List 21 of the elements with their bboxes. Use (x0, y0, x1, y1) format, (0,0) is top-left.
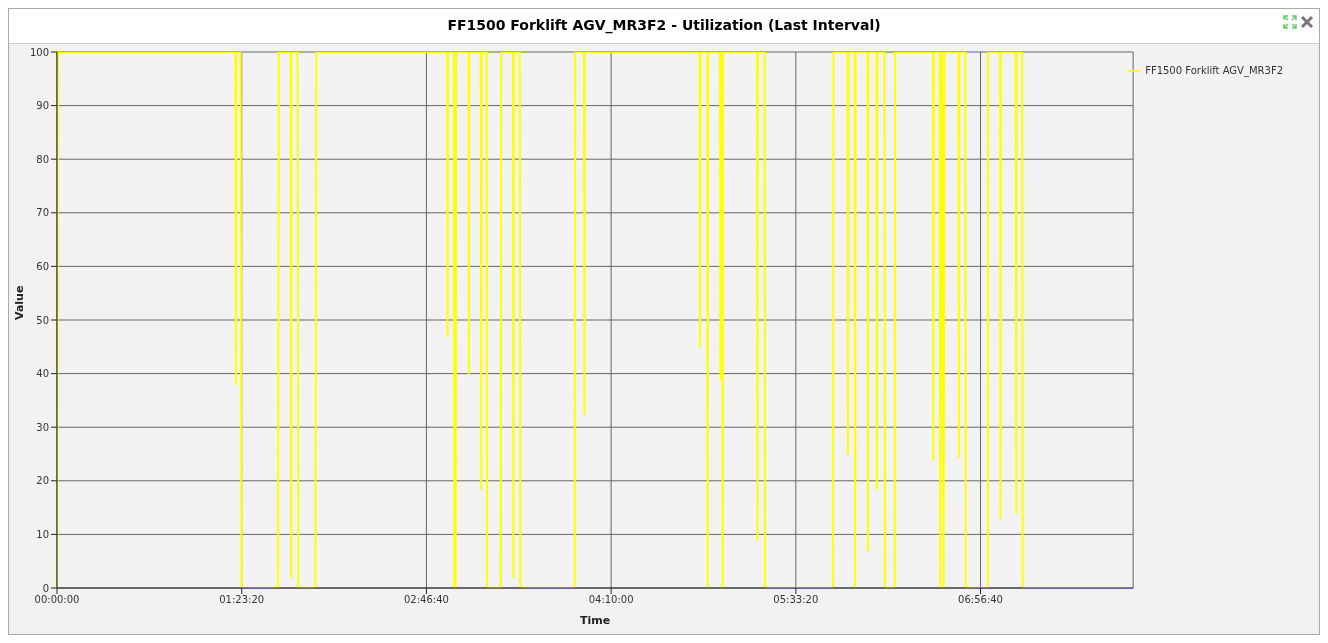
y-tick-label: 90 (36, 100, 49, 112)
y-tick-label: 60 (36, 260, 49, 272)
y-tick-label: 100 (29, 46, 49, 58)
x-tick-label: 00:00:00 (34, 594, 80, 606)
chart-title: FF1500 Forklift AGV_MR3F2 - Utilization (Last Interval) (9, 9, 1319, 44)
y-tick-label: 70 (36, 207, 49, 219)
x-axis-title: Time (579, 614, 611, 627)
x-tick-label: 04:10:00 (588, 594, 634, 606)
y-tick-label: 20 (36, 475, 49, 487)
x-tick-label: 05:33:20 (773, 594, 819, 606)
x-tick-label: 01:23:20 (219, 594, 265, 606)
y-tick-label: 30 (36, 421, 49, 433)
y-tick-label: 80 (36, 153, 49, 165)
y-axis-title: Value (12, 285, 26, 320)
y-tick-label: 10 (36, 528, 49, 540)
x-tick-label: 02:46:40 (403, 594, 449, 606)
y-tick-label: 40 (36, 368, 49, 380)
y-tick-label: 0 (42, 582, 49, 594)
y-tick-label: 50 (36, 314, 49, 326)
x-tick-label: 06:56:40 (958, 594, 1003, 606)
legend-label: FF1500 Forklift AGV_MR3F2 (1145, 65, 1283, 76)
